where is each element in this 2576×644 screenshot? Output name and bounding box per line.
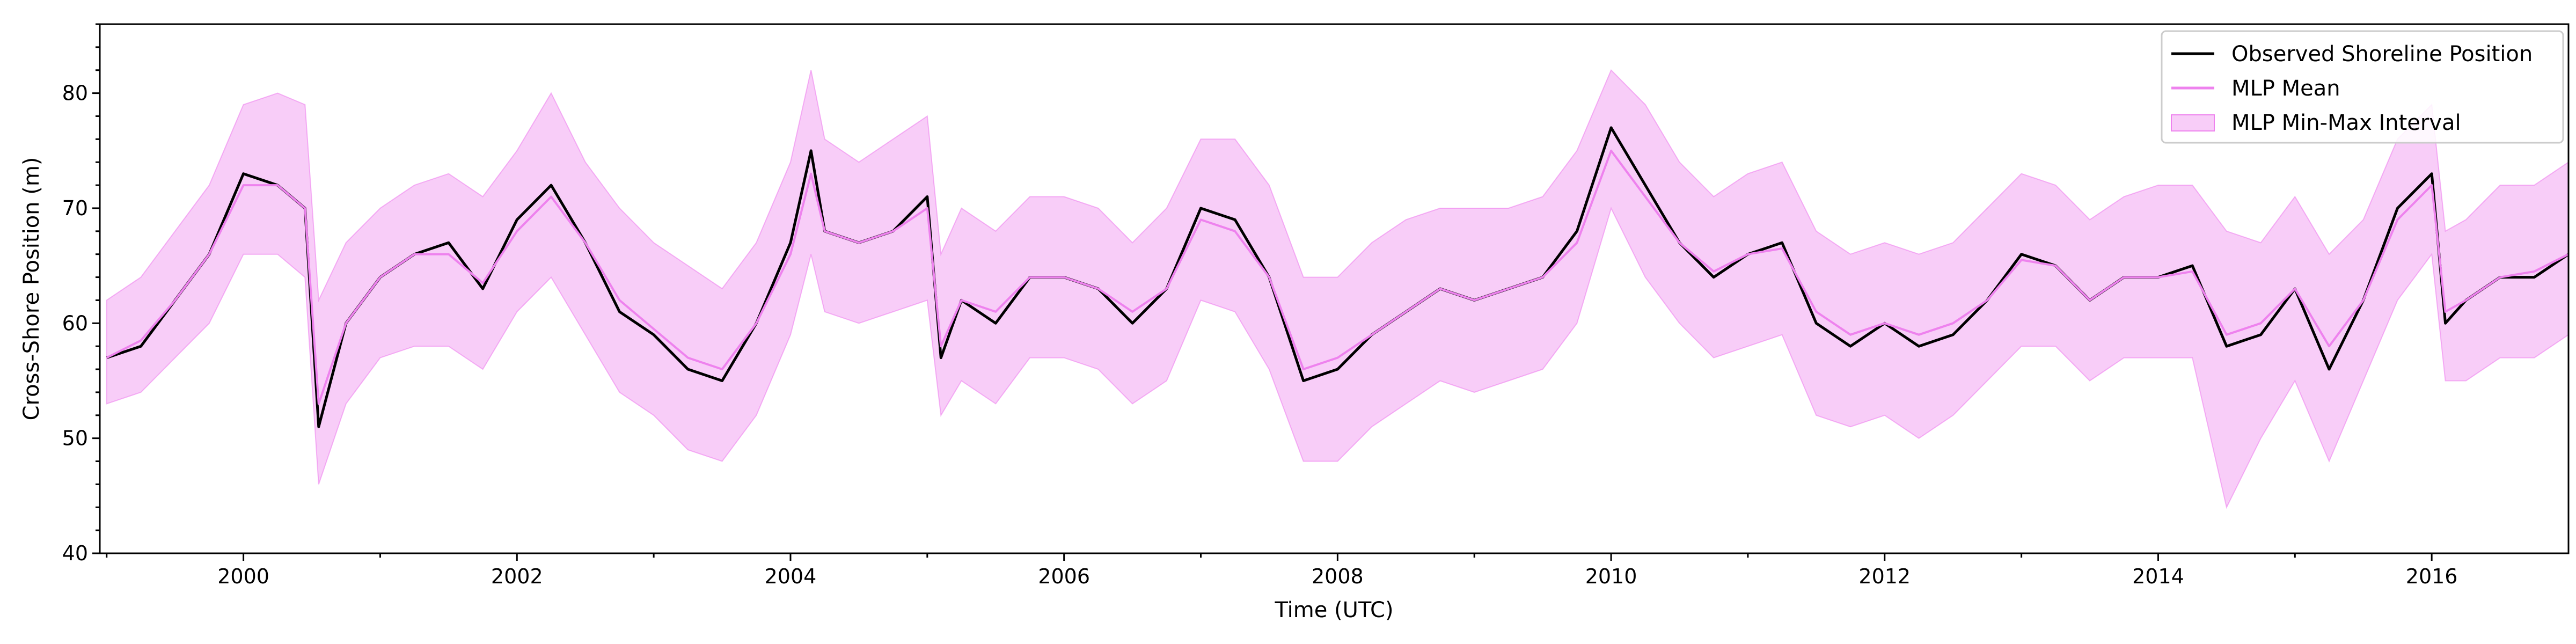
x-axis: 2000 2002 2004 2006 2008 2010 2012 2014 2016: [106, 553, 2458, 588]
x-tick-label: 2010: [1585, 565, 1637, 588]
series-line-layer: [106, 126, 2568, 428]
legend-band-swatch: [2171, 114, 2215, 131]
min-max-band: [106, 69, 2568, 509]
legend-observed-label: Observed Shoreline Position: [2231, 42, 2533, 67]
legend-box: [2161, 30, 2564, 144]
y-axis-label: Cross-Shore Position (m): [19, 157, 44, 421]
y-tick-label: 50: [62, 427, 88, 450]
y-tick-label: 60: [62, 311, 88, 335]
x-tick-label: 2012: [1858, 565, 1911, 588]
min-max-band-layer: [106, 69, 2568, 509]
x-tick-label: 2016: [2406, 565, 2458, 588]
mlp-mean-line: [106, 149, 2568, 405]
plot-area: [106, 69, 2568, 509]
x-tick-label: 2000: [217, 565, 269, 588]
x-tick-label: 2008: [1312, 565, 1364, 588]
plot-frame: [99, 23, 2570, 554]
x-tick-label: 2002: [491, 565, 543, 588]
x-tick-label: 2006: [1038, 565, 1090, 588]
x-axis-label: Time (UTC): [1274, 598, 1393, 623]
y-tick-label: 70: [62, 196, 88, 220]
legend-band-label: MLP Min-Max Interval: [2231, 111, 2461, 135]
y-axis: 40 50 60 70 80: [62, 23, 100, 565]
y-tick-label: 40: [62, 541, 88, 565]
x-tick-label: 2004: [765, 565, 817, 588]
observed-shoreline-line: [106, 126, 2568, 428]
x-tick-label: 2014: [2132, 565, 2184, 588]
y-tick-label: 80: [62, 82, 88, 105]
legend: Observed Shoreline Position MLP Mean MLP…: [2161, 30, 2564, 144]
legend-mean-label: MLP Mean: [2231, 76, 2340, 101]
